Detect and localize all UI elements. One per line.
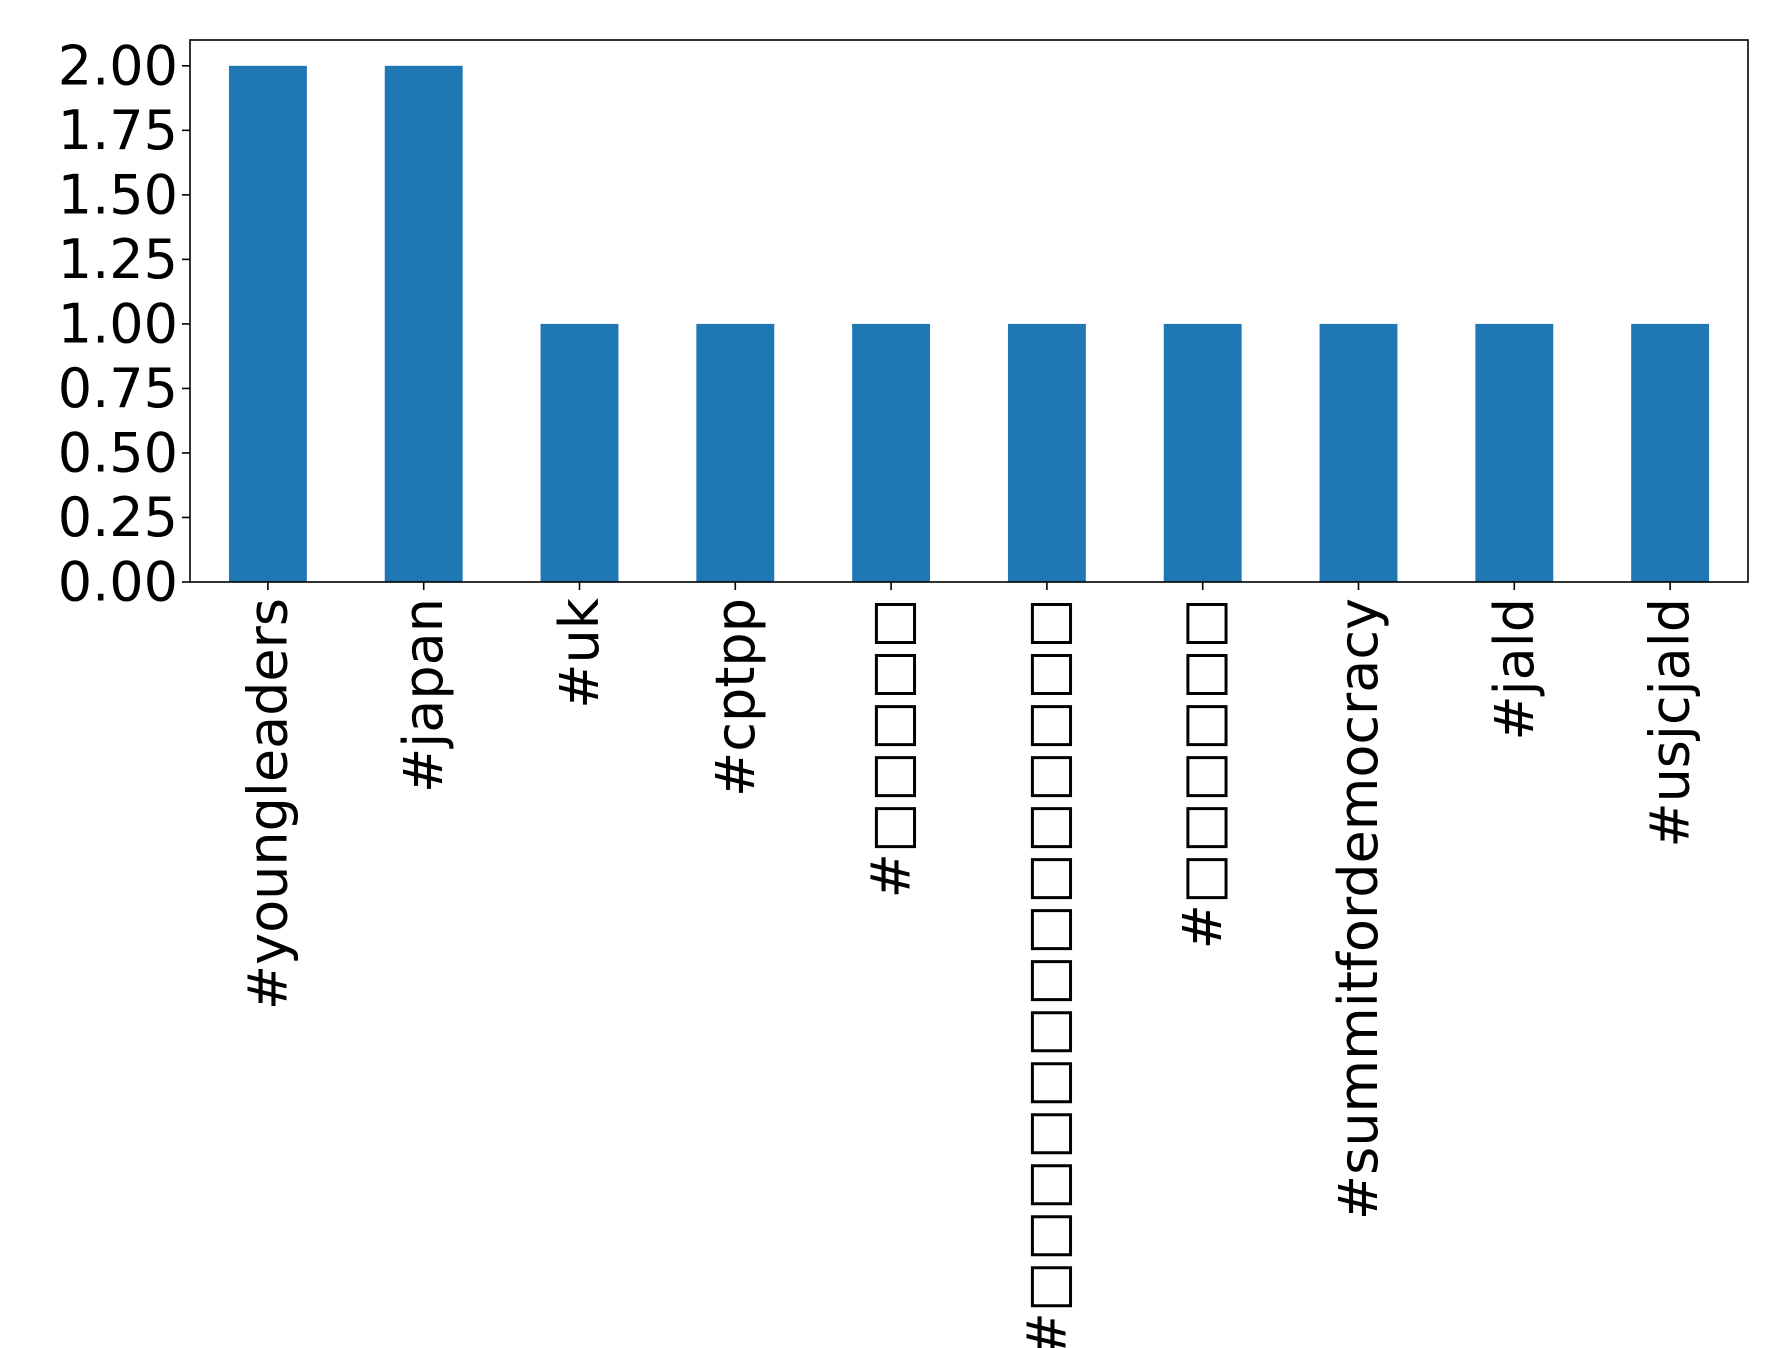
- x-axis: #youngleaders #japan #uk #cptpp #□□□□□ #□□□□□…: [236, 582, 1702, 1348]
- plot-frame: [189, 39, 1749, 583]
- bar-1: [384, 65, 463, 583]
- y-tick-label-6: 1.50: [58, 163, 178, 226]
- y-tick-label-4: 1.00: [58, 292, 178, 355]
- x-tick-label-2: #uk: [548, 597, 611, 708]
- y-tick-label-3: 0.75: [58, 357, 178, 420]
- x-tick-label-1: #japan: [392, 598, 455, 793]
- x-tick-label-3: #cptpp: [704, 598, 767, 797]
- bars-layer: [228, 65, 1710, 583]
- bar-6: [1163, 323, 1242, 582]
- y-tick-label-0: 0.00: [58, 551, 178, 614]
- x-tick-label-9: #usjcjald: [1639, 598, 1702, 848]
- y-tick-label-7: 1.75: [58, 99, 178, 162]
- bar-7: [1319, 323, 1398, 582]
- x-tick-label-0: #youngleaders: [236, 598, 299, 1010]
- x-tick-label-6: #□□□□□□: [1171, 598, 1234, 949]
- y-tick-label-2: 0.50: [58, 421, 178, 484]
- x-tick-label-5: #□□□□□□□□□□□□□□: [1015, 598, 1078, 1348]
- bar-2: [540, 323, 619, 582]
- y-tick-label-8: 2.00: [58, 34, 178, 97]
- x-tick-label-8: #jald: [1483, 598, 1546, 741]
- x-tick-label-7: #summitfordemocracy: [1327, 598, 1390, 1220]
- bar-9: [1631, 323, 1710, 582]
- bar-8: [1475, 323, 1554, 582]
- y-tick-label-1: 0.25: [58, 486, 178, 549]
- y-tick-label-5: 1.25: [58, 228, 178, 291]
- bar-5: [1007, 323, 1086, 582]
- bar-0: [228, 65, 307, 583]
- bar-3: [696, 323, 775, 582]
- y-axis: 0.000.250.500.751.001.251.501.752.00: [58, 34, 190, 614]
- x-tick-label-4: #□□□□□: [860, 598, 923, 898]
- bar-4: [852, 323, 931, 582]
